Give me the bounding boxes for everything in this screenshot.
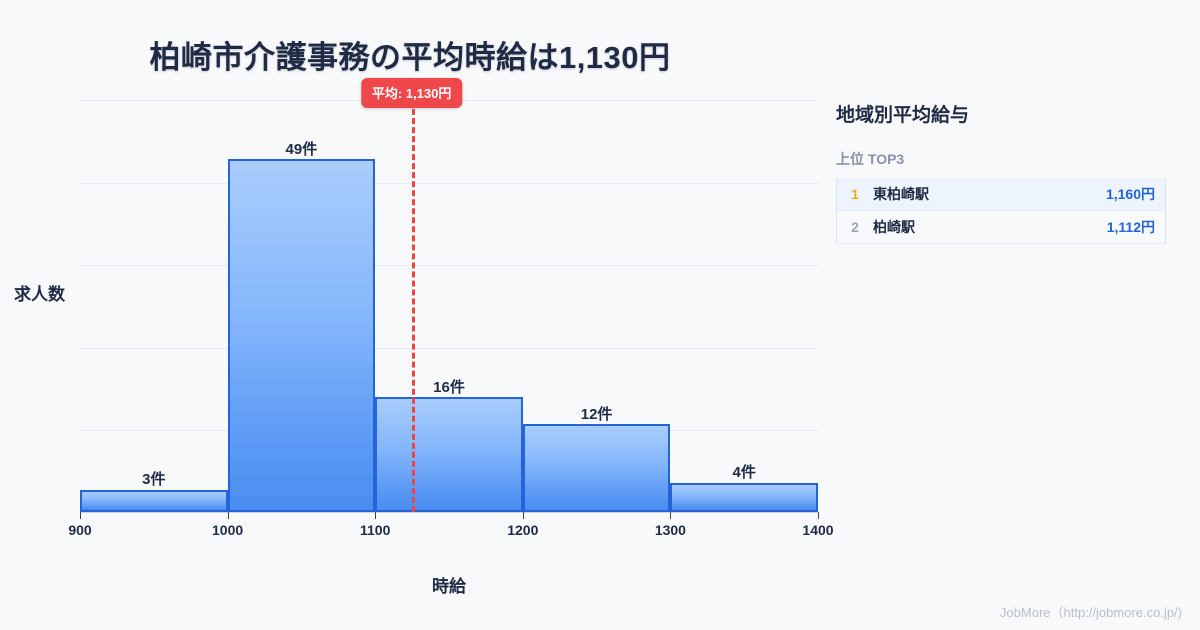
bar-value-label: 3件	[142, 471, 166, 488]
table-row[interactable]: 1 東柏崎駅 1,160円	[837, 178, 1165, 211]
bar-bin-3[interactable]	[522, 424, 671, 512]
bar-bin-4[interactable]	[670, 483, 818, 512]
gridline	[80, 265, 818, 266]
gridline	[80, 348, 818, 349]
sidebar-subtitle: 上位 TOP3	[836, 151, 905, 167]
page-title: 柏崎市介護事務の平均時給は1,130円	[149, 40, 671, 75]
table-row[interactable]: 2 柏崎駅 1,112円	[837, 211, 1165, 244]
bar-value-label: 16件	[433, 379, 465, 396]
rank-area-name: 東柏崎駅	[873, 186, 929, 202]
bar-bin-0[interactable]	[80, 490, 228, 512]
bar-value-label: 12件	[580, 406, 613, 423]
x-tick-label: 1300	[654, 522, 686, 538]
bar-bin-2[interactable]	[375, 397, 523, 512]
rank-wage-value: 1,112円	[1106, 219, 1155, 235]
x-tick	[522, 512, 524, 519]
x-tick-label: 900	[68, 522, 92, 538]
x-tick	[80, 512, 81, 519]
x-tick	[375, 512, 377, 519]
rank-number: 1	[851, 186, 859, 202]
ranking-table: 1 東柏崎駅 1,160円 2 柏崎駅 1,112円	[836, 178, 1166, 244]
average-badge: 平均: 1,130円	[360, 78, 463, 108]
footer-attribution: JobMore（http://jobmore.co.jp/)	[999, 605, 1182, 620]
x-axis-baseline	[80, 512, 818, 513]
x-tick-label: 1000	[212, 522, 244, 538]
gridline	[80, 183, 818, 184]
x-tick-label: 1400	[802, 522, 834, 538]
plot-area: 3件 49件 16件 12件 4件 平均: 1,130円 900 1000 11…	[68, 78, 834, 538]
bar-value-label: 4件	[732, 464, 756, 481]
x-tick	[227, 512, 229, 519]
sidebar: 地域別平均給与 上位 TOP3 1 東柏崎駅 1,160円 2 柏崎駅 1,11…	[836, 100, 1166, 244]
rank-area-name: 柏崎駅	[873, 219, 915, 235]
average-line	[411, 100, 415, 512]
x-tick	[670, 512, 672, 519]
bar-bin-1[interactable]	[227, 159, 376, 512]
x-tick-label: 1200	[507, 522, 539, 538]
x-tick-label: 1100	[360, 522, 391, 538]
x-axis-title: 時給	[432, 577, 466, 596]
rank-number: 2	[851, 219, 859, 235]
bar-value-label: 49件	[285, 141, 318, 158]
sidebar-title: 地域別平均給与	[836, 105, 970, 126]
rank-wage-value: 1,160円	[1105, 186, 1155, 202]
x-tick	[818, 512, 819, 519]
y-axis-title: 求人数	[14, 285, 65, 304]
